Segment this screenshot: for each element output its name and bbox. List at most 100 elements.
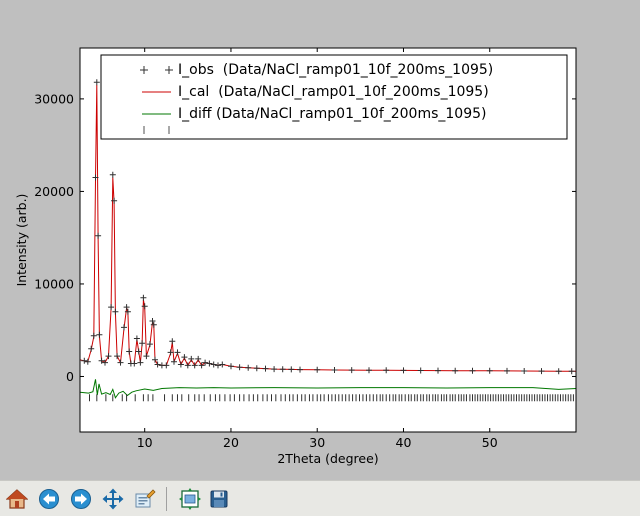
legend-marker-obs [140,66,173,74]
obs-point [96,331,103,338]
obs-point [568,368,575,375]
obs-point [236,364,243,371]
navigation-toolbar [0,480,640,516]
obs-point [146,341,153,348]
obs-point [177,361,184,368]
obs-point [538,368,545,375]
obs-point [114,353,121,360]
obs-point [141,303,148,310]
pan-button[interactable] [100,486,126,512]
obs-point [102,359,108,366]
save-disk-icon [210,490,228,508]
y-axis-label: Intensity (arb.) [14,194,29,287]
obs-point [210,361,217,368]
obs-point [149,318,156,324]
figure-canvas: 10 20 30 40 50 0 10000 20000 30000 2Theta (degre… [14,47,577,466]
obs-point [139,340,146,347]
obs-point [504,367,510,374]
obs-point [366,367,372,374]
obs-point [109,171,116,178]
obs-point [271,366,278,373]
obs-point [198,362,205,369]
forward-button[interactable] [68,486,94,512]
obs-point [279,366,286,373]
obs-point [245,364,252,371]
legend-label-cal: I_cal (Data/NaCl_ramp01_10f_200ms_1095) [178,84,489,100]
obs-point [154,361,161,368]
obs-point [469,367,476,374]
obs-point [171,358,177,365]
legend-frame [100,54,568,140]
obs-point [521,368,528,374]
obs-point [188,355,195,362]
x-tick-label: 10 [137,435,153,450]
obs-point [92,174,99,181]
obs-point [150,321,157,328]
zoom-rect-icon [135,489,156,508]
obs-point [88,345,95,352]
obs-point [126,348,133,355]
zoom-rect-button[interactable] [132,486,158,512]
obs-point [215,362,221,369]
obs-point [131,360,138,367]
obs-point [400,367,407,374]
obs-point [253,365,260,372]
x-tick-label: 40 [396,435,412,450]
x-tick-label: 50 [482,435,498,450]
obs-point [297,366,303,373]
y-tick-label: 10000 [34,276,74,291]
obs-point [262,365,269,372]
y-tick-label: 30000 [34,91,74,106]
plot-frame [79,47,577,433]
obs-point [486,367,493,374]
home-icon [6,489,28,509]
legend-label-obs: I_obs (Data/NaCl_ramp01_10f_200ms_1095) [178,62,493,78]
obs-point [348,367,355,374]
obs-point [112,308,119,315]
obs-point [167,349,174,356]
obs-point [219,361,226,368]
obs-point [135,348,142,355]
obs-point [206,360,213,367]
legend: I_obs (Data/NaCl_ramp01_10f_200ms_1095) … [100,54,568,140]
obs-point [174,349,181,356]
save-button[interactable] [206,486,232,512]
obs-point [84,358,91,365]
series-layer [80,79,576,402]
obs-point [152,356,158,363]
obs-point [111,197,118,204]
obs-point [417,367,424,374]
obs-point [195,355,202,362]
obs-point [181,354,188,361]
back-button[interactable] [36,486,62,512]
x-tick-label: 20 [223,435,239,450]
obs-point [137,359,144,366]
obs-point [121,324,127,331]
obs-point [452,367,459,374]
obs-point [184,362,191,369]
subplots-config-button[interactable] [177,486,203,512]
obs-point [95,232,102,239]
obs-point [331,367,338,373]
obs-point [228,363,234,370]
obs-point [288,366,295,373]
obs-point [314,366,321,373]
y-tick-label: 0 [66,369,74,384]
series-line-2 [80,379,576,399]
obs-point [124,308,131,315]
obs-point [105,353,112,360]
legend-marker-reflections [143,126,170,134]
legend-label-diff: I_diff (Data/NaCl_ramp01_10f_200ms_1095) [178,106,487,122]
home-button[interactable] [4,486,30,512]
obs-point [143,353,150,360]
obs-point [133,335,140,342]
obs-point [435,367,441,374]
pan-arrows-icon [102,488,124,510]
obs-point [93,79,100,86]
obs-point [117,359,124,366]
obs-point [140,294,147,301]
obs-point [98,357,105,364]
forward-arrow-icon [71,489,91,509]
obs-point [90,332,97,339]
axis-ticks: 10 20 30 40 50 0 10000 20000 30000 [34,48,576,450]
